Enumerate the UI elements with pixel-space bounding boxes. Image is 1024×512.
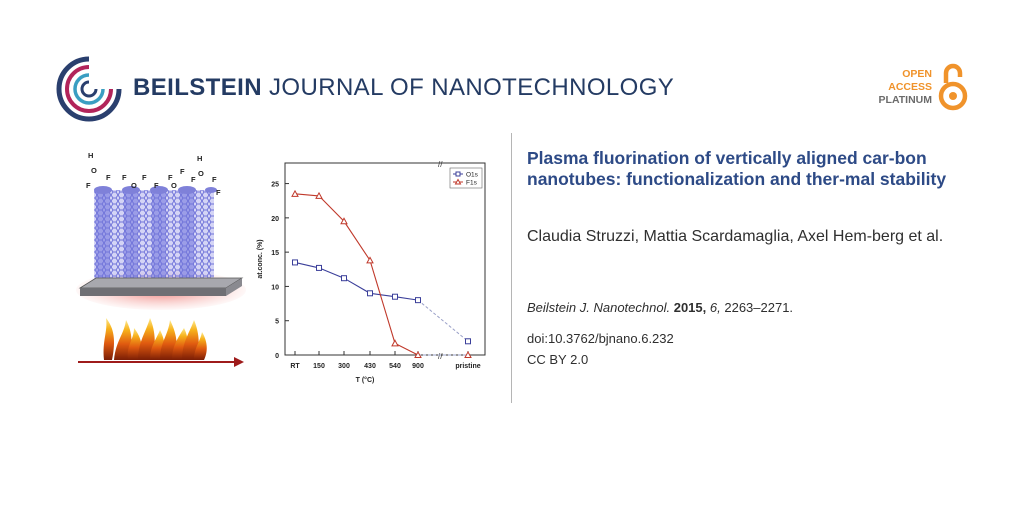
y-tick-label: 15	[271, 250, 279, 257]
atom-label: F	[142, 173, 147, 182]
xps-chart: // // 0 5 10 15 20 25 RT 150 300 430 540 900 pristine T…	[257, 160, 486, 384]
x-tick-label: 430	[364, 363, 376, 370]
atom-label: F	[86, 181, 91, 190]
axis-break-mark: //	[438, 160, 443, 169]
citation: Beilstein J. Nanotechnol. 2015, 6, 2263–…	[527, 300, 793, 315]
journal-name-rest: JOURNAL OF NANOTECHNOLOGY	[261, 74, 675, 101]
atom-label: O	[171, 181, 177, 190]
series-dashed-line-O1s	[417, 299, 469, 342]
citation-volume: 6,	[709, 300, 721, 315]
data-point-F1s	[464, 350, 472, 358]
citation-pages: 2263–2271.	[724, 300, 794, 315]
article-authors: Claudia Struzzi, Mattia Scardamaglia, Ax…	[527, 228, 944, 245]
series-line-O1s	[294, 261, 419, 301]
series-line-F1s	[294, 193, 419, 356]
x-tick-label: 900	[412, 363, 424, 370]
atom-label: F	[180, 167, 185, 176]
data-point-F1s	[315, 191, 323, 199]
y-tick-label: 25	[271, 182, 279, 189]
atom-label: F	[212, 175, 217, 184]
data-point-O1s	[367, 290, 373, 297]
atom-label: O	[131, 181, 137, 190]
data-point-O1s	[465, 338, 471, 345]
nanotube-illustration: H O F F O F F F O F F F H O F F	[76, 151, 246, 367]
open-access-badge: OPEN ACCESS PLATINUM	[879, 68, 932, 107]
x-axis-label: T (°C)	[356, 376, 375, 384]
atom-label: O	[198, 169, 204, 178]
y-tick-label: 20	[271, 216, 279, 223]
legend-marker-O1s	[455, 171, 461, 177]
legend-marker-F1s	[454, 178, 462, 185]
x-tick-label: pristine	[455, 363, 480, 370]
y-tick-label: 10	[271, 284, 279, 291]
journal-name-bold: BEILSTEIN	[133, 74, 262, 101]
atom-label: H	[197, 154, 202, 163]
atom-label: H	[88, 151, 93, 160]
x-tick-label: RT	[290, 363, 300, 370]
y-axis-label: at.conc. (%)	[257, 239, 264, 278]
data-point-F1s	[414, 350, 422, 358]
atom-label: F	[122, 173, 127, 182]
open-access-line1: OPEN	[902, 68, 932, 80]
journal-name: BEILSTEIN JOURNAL OF NANOTECHNOLOGY	[133, 74, 674, 102]
data-point-O1s	[392, 293, 398, 300]
open-access-line2: ACCESS	[888, 81, 932, 93]
data-point-O1s	[341, 275, 347, 282]
x-tick-label: 150	[313, 363, 325, 370]
data-point-F1s	[340, 217, 348, 225]
legend-label: F1s	[466, 180, 478, 187]
journal-abbrev: Beilstein J. Nanotechnol.	[527, 300, 671, 315]
article-title[interactable]: Plasma fluorination of vertically aligne…	[527, 148, 947, 189]
plot-frame	[284, 162, 486, 356]
x-tick-label: 300	[338, 363, 350, 370]
atom-label: F	[106, 173, 111, 182]
data-point-O1s	[292, 259, 298, 266]
license: CC BY 2.0	[527, 352, 589, 367]
citation-year: 2015,	[673, 300, 707, 315]
open-lock-icon	[938, 63, 968, 111]
atom-label: F	[154, 181, 159, 190]
data-point-F1s	[366, 256, 374, 264]
open-access-line3: PLATINUM	[878, 94, 932, 106]
vertical-divider	[511, 133, 512, 403]
y-tick-label: 5	[275, 319, 279, 326]
atom-label: F	[168, 173, 173, 182]
legend-label: O1s	[466, 172, 479, 179]
data-point-O1s	[316, 264, 322, 271]
y-tick-label: 0	[275, 353, 279, 360]
beilstein-logo-icon	[56, 56, 122, 122]
doi-link[interactable]: doi:10.3762/bjnano.6.232	[527, 331, 674, 346]
axis-break-mark: //	[438, 352, 443, 361]
x-tick-label: 540	[389, 363, 401, 370]
data-point-F1s	[291, 189, 299, 197]
data-point-O1s	[415, 297, 421, 304]
atom-label: O	[91, 166, 97, 175]
data-point-F1s	[391, 339, 399, 347]
atom-label: F	[216, 188, 221, 197]
atom-label: F	[191, 175, 196, 184]
